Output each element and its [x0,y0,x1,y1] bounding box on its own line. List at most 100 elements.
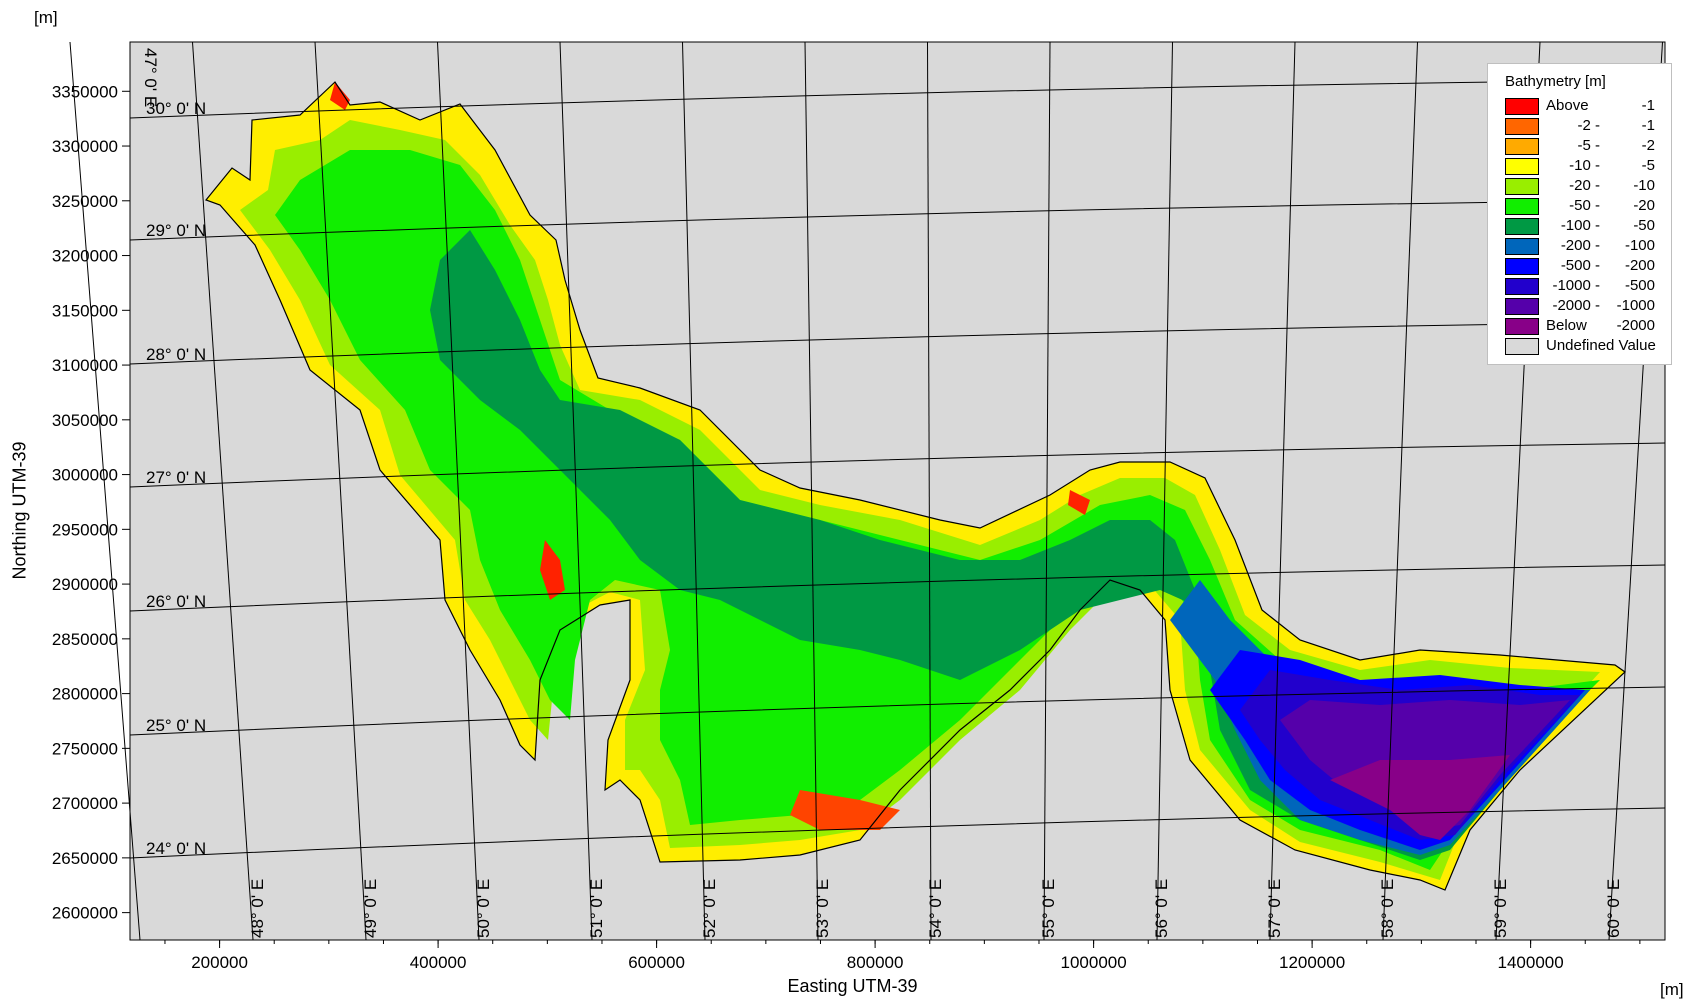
x-tick-label: 800000 [847,953,904,972]
x-axis-unit: [m] [1660,980,1684,999]
legend-range-from: Below [1546,317,1587,334]
longitude-label: 50° 0' E [474,879,493,938]
legend-item: Above -1 [1505,97,1675,115]
legend-item: -50 - -20 [1505,197,1675,215]
legend-swatch [1505,158,1539,175]
longitude-label: 56° 0' E [1152,879,1171,938]
legend-range-from: -2000 - [1552,297,1600,314]
longitude-label: 47° 0' E [141,48,160,107]
legend-range-from: -20 - [1569,177,1600,194]
longitude-line [1382,41,1418,941]
longitude-label: 59° 0' E [1491,879,1510,938]
legend-range-to: -5 [1641,157,1655,174]
legend-swatch [1505,218,1539,235]
legend-range-from: -500 - [1560,257,1600,274]
longitude-line [927,41,932,941]
y-tick-label: 3000000 [52,466,118,485]
latitude-label: 25° 0' N [146,716,206,735]
latitude-label: 28° 0' N [146,345,206,364]
x-tick-label: 1200000 [1279,953,1345,972]
legend-item: -200 - -100 [1505,237,1675,255]
longitude-line [314,41,367,941]
legend-item: -2 - -1 [1505,117,1675,135]
y-tick-label: 2600000 [52,904,118,923]
latitude-label: 30° 0' N [146,99,206,118]
x-axis-label: Easting UTM-39 [787,976,918,996]
legend-item: -5 - -2 [1505,137,1675,155]
latitude-line [129,442,1666,488]
y-axis-label: Northing UTM-39 [9,441,30,580]
legend-range-from: -5 - [1577,137,1601,154]
legend-swatch [1505,238,1539,255]
latitude-line [129,686,1666,736]
legend-swatch [1505,298,1539,315]
coast-red-north [330,82,350,110]
axis-ticks: 200000 400000 600000 800000 1000000 1200000 14… [52,82,1641,972]
y-tick-label: 2750000 [52,739,118,758]
y-tick-label: 2700000 [52,794,118,813]
legend-swatch [1505,138,1539,155]
legend-title: Bathymetry [m] [1505,73,1606,90]
longitude-label: 58° 0' E [1378,879,1397,938]
longitude-label: 52° 0' E [700,879,719,938]
legend-swatch [1505,278,1539,295]
legend-range-to: -10 [1633,177,1655,194]
longitude-label: 57° 0' E [1265,879,1284,938]
latitude-label: 29° 0' N [146,221,206,240]
legend-item: -2000 - -1000 [1505,297,1675,315]
y-tick-label: 3100000 [52,356,118,375]
y-tick-label: 3200000 [52,247,118,266]
y-tick-label: 3300000 [52,137,118,156]
legend-item: -10 - -5 [1505,157,1675,175]
y-tick-label: 3150000 [52,301,118,320]
latitude-line [129,807,1666,859]
longitude-line [559,41,593,941]
longitude-line [1269,41,1296,941]
legend-swatch [1505,178,1539,195]
x-tick-label: 200000 [191,953,248,972]
latitude-line [129,199,1666,241]
y-tick-label: 2850000 [52,630,118,649]
legend-range-to: -50 [1633,217,1655,234]
coast-red-hormuz [1068,490,1090,515]
y-tick-label: 3250000 [52,192,118,211]
legend-item-undefined: Undefined Value [1505,337,1675,355]
x-tick-label: 600000 [628,953,685,972]
longitude-label: 49° 0' E [361,879,380,938]
longitude-line [192,41,254,941]
x-tick-label: 400000 [410,953,467,972]
legend-range-to: -1000 [1616,297,1655,314]
longitude-line [437,41,480,941]
y-tick-label: 2800000 [52,685,118,704]
x-tick-label: 1400000 [1498,953,1564,972]
legend-range-to: -100 [1624,237,1655,254]
longitude-label: 60° 0' E [1604,879,1623,938]
longitude-line [1043,41,1051,941]
longitude-line [69,41,141,941]
legend-item: Below -2000 [1505,317,1675,335]
latitude-label: 27° 0' N [146,468,206,487]
longitude-line [1156,41,1173,941]
latitude-label: 26° 0' N [146,592,206,611]
legend-item: -500 - -200 [1505,257,1675,275]
legend-range-from: Above [1546,97,1589,114]
legend-item: -20 - -10 [1505,177,1675,195]
legend-range-from: -1000 - [1552,277,1600,294]
y-tick-label: 2650000 [52,849,118,868]
legend-range-to: -2 [1641,137,1655,154]
graticule: 30° 0' N 29° 0' N 28° 0' N 27° 0' N 26° 0' N… [69,41,1666,941]
legend-range-to: -500 [1624,277,1655,294]
legend-undefined-label: Undefined Value [1546,337,1656,354]
latitude-label: 24° 0' N [146,839,206,858]
latitude-line [129,564,1666,612]
legend-swatch [1505,98,1539,115]
water-body [204,81,1626,891]
legend-range-from: -200 - [1560,237,1600,254]
longitude-line [804,41,819,941]
bathymetry-legend: Bathymetry [m] Above -1 -2 - -1 -5 - -2 -10 --… [1487,63,1672,365]
legend-item: -100 - -50 [1505,217,1675,235]
longitude-label: 53° 0' E [813,879,832,938]
depth-zone-below [1330,755,1510,840]
legend-swatch [1505,318,1539,335]
legend-range-to: -20 [1633,197,1655,214]
